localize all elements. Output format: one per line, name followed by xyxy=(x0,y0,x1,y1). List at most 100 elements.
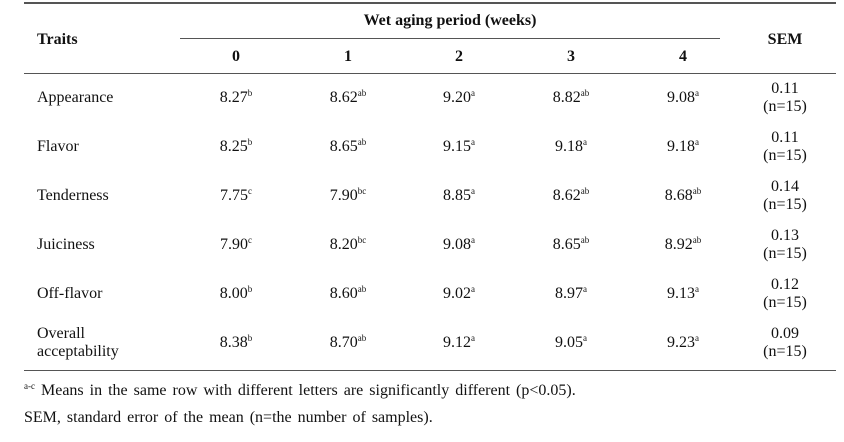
cell-letter: a xyxy=(695,284,699,294)
footnote-text: Means in the same row with different let… xyxy=(41,382,576,399)
cell: 7.75c xyxy=(220,187,252,205)
cell: 9.08a xyxy=(443,236,475,254)
cell: 9.20a xyxy=(443,89,475,107)
cell: 9.02a xyxy=(443,285,475,303)
footnote-marker: a-c xyxy=(24,381,35,391)
top-rule xyxy=(24,2,836,4)
cell-letter: c xyxy=(248,186,252,196)
cell-value: 9.08 xyxy=(443,236,471,253)
cell-letter: a xyxy=(695,137,699,147)
sem-cell: 0.13 (n=15) xyxy=(763,227,807,263)
cell: 9.12a xyxy=(443,334,475,352)
sem-cell: 0.11 (n=15) xyxy=(763,129,807,165)
cell: 8.20bc xyxy=(330,236,367,254)
cell-value: 8.00 xyxy=(219,285,248,302)
cell-value: 8.62 xyxy=(329,89,358,106)
trait-label: Flavor xyxy=(37,138,79,155)
column-header: 0 xyxy=(232,48,240,65)
cell: 8.62ab xyxy=(330,89,367,107)
cell: 9.13a xyxy=(667,285,699,303)
cell-value: 8.65 xyxy=(552,236,581,253)
cell-letter: a xyxy=(695,88,699,98)
cell: 8.97a xyxy=(555,285,587,303)
cell: 7.90bc xyxy=(330,187,367,205)
cell-value: 9.15 xyxy=(443,138,471,155)
sem-cell: 0.09 (n=15) xyxy=(763,325,807,361)
cell-value: 8.85 xyxy=(443,187,471,204)
column-header: 4 xyxy=(679,48,687,65)
cell-value: 9.08 xyxy=(667,89,695,106)
cell-value: 7.75 xyxy=(220,187,248,204)
cell: 8.68ab xyxy=(665,187,702,205)
cell-letter: a xyxy=(471,235,475,245)
bottom-rule xyxy=(24,370,836,371)
cell-letter: a xyxy=(471,137,475,147)
cell-value: 8.20 xyxy=(329,236,358,253)
cell-letter: a xyxy=(583,284,587,294)
sem-value: 0.11 xyxy=(771,129,799,146)
cell-value: 9.20 xyxy=(443,89,471,106)
cell-letter: bc xyxy=(357,186,367,196)
footnote-text: SEM, standard error of the mean (n=the n… xyxy=(24,409,433,426)
sem-n: (n=15) xyxy=(763,343,807,360)
cell: 8.92ab xyxy=(665,236,702,254)
cell-letter: a xyxy=(471,333,475,343)
cell-value: 8.27 xyxy=(219,89,248,106)
traits-header: Traits xyxy=(37,31,78,48)
cell-letter: ab xyxy=(357,333,367,343)
cell-value: 7.90 xyxy=(220,236,248,253)
cell-letter: a xyxy=(583,137,587,147)
column-header: 2 xyxy=(455,48,463,65)
sem-value: 0.13 xyxy=(771,227,799,244)
cell-letter: b xyxy=(247,88,253,98)
cell-letter: ab xyxy=(580,235,590,245)
cell: 8.65ab xyxy=(330,138,367,156)
cell: 9.23a xyxy=(667,334,699,352)
cell-letter: ab xyxy=(357,137,367,147)
cell: 7.90c xyxy=(220,236,252,254)
cell: 8.60ab xyxy=(330,285,367,303)
cell-value: 9.18 xyxy=(667,138,695,155)
sem-n: (n=15) xyxy=(763,98,807,115)
cell: 8.00b xyxy=(220,285,253,303)
cell-value: 8.70 xyxy=(329,334,358,351)
cell-letter: b xyxy=(247,284,253,294)
sem-n: (n=15) xyxy=(763,147,807,164)
sem-cell: 0.11 (n=15) xyxy=(763,80,807,116)
group-header: Wet aging period (weeks) xyxy=(363,12,537,29)
cell-value: 7.90 xyxy=(329,187,358,204)
cell-value: 9.18 xyxy=(555,138,583,155)
sem-value: 0.14 xyxy=(771,178,799,195)
cell-letter: ab xyxy=(357,284,367,294)
cell: 8.70ab xyxy=(330,334,367,352)
trait-label: Tenderness xyxy=(37,187,109,204)
cell-value: 9.23 xyxy=(667,334,695,351)
cell-value: 8.65 xyxy=(329,138,358,155)
cell-value: 9.13 xyxy=(667,285,695,302)
cell: 8.27b xyxy=(220,89,253,107)
cell: 9.15a xyxy=(443,138,475,156)
cell: 8.82ab xyxy=(553,89,590,107)
cell-letter: ab xyxy=(580,186,590,196)
header-rule xyxy=(24,73,836,74)
sem-n: (n=15) xyxy=(763,245,807,262)
cell-value: 9.02 xyxy=(443,285,471,302)
cell: 8.38b xyxy=(220,334,253,352)
cell-letter: b xyxy=(247,333,253,343)
trait-label: Appearance xyxy=(37,89,114,106)
sem-n: (n=15) xyxy=(763,196,807,213)
sem-header: SEM xyxy=(767,31,803,48)
sem-cell: 0.12 (n=15) xyxy=(763,276,807,312)
footnote: SEM, standard error of the mean (n=the n… xyxy=(24,409,433,427)
cell: 9.18a xyxy=(555,138,587,156)
cell-letter: a xyxy=(471,186,475,196)
cell-letter: bc xyxy=(357,235,367,245)
cell-letter: ab xyxy=(692,235,702,245)
group-rule xyxy=(180,38,720,39)
cell-value: 8.82 xyxy=(552,89,581,106)
column-header: 1 xyxy=(344,48,352,65)
cell-letter: a xyxy=(695,333,699,343)
footnote: a-c Means in the same row with different … xyxy=(24,382,576,400)
cell-letter: ab xyxy=(692,186,702,196)
